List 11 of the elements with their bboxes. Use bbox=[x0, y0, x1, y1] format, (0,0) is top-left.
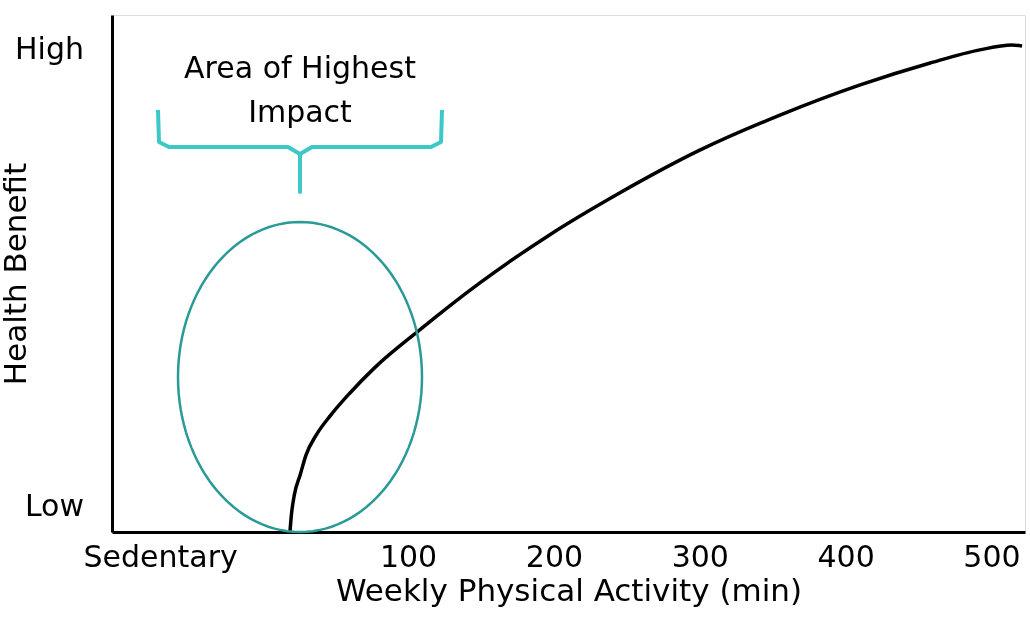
text: Low bbox=[24, 488, 84, 523]
x-tick-label: Sedentary bbox=[83, 538, 238, 574]
x-tick-label: 400 bbox=[817, 538, 875, 574]
x-axis-title: Weekly Physical Activity (min) bbox=[335, 571, 803, 608]
x-tick-label: 100 bbox=[379, 538, 438, 574]
text: High bbox=[15, 31, 84, 66]
x-tick-label: 500 bbox=[963, 538, 1021, 574]
x-tick-label: 200 bbox=[525, 538, 584, 574]
x-tick-label: 300 bbox=[671, 538, 729, 574]
annotation: Area of Highest Impact bbox=[184, 50, 417, 129]
y-axis-title: Health Benefit bbox=[0, 162, 33, 386]
